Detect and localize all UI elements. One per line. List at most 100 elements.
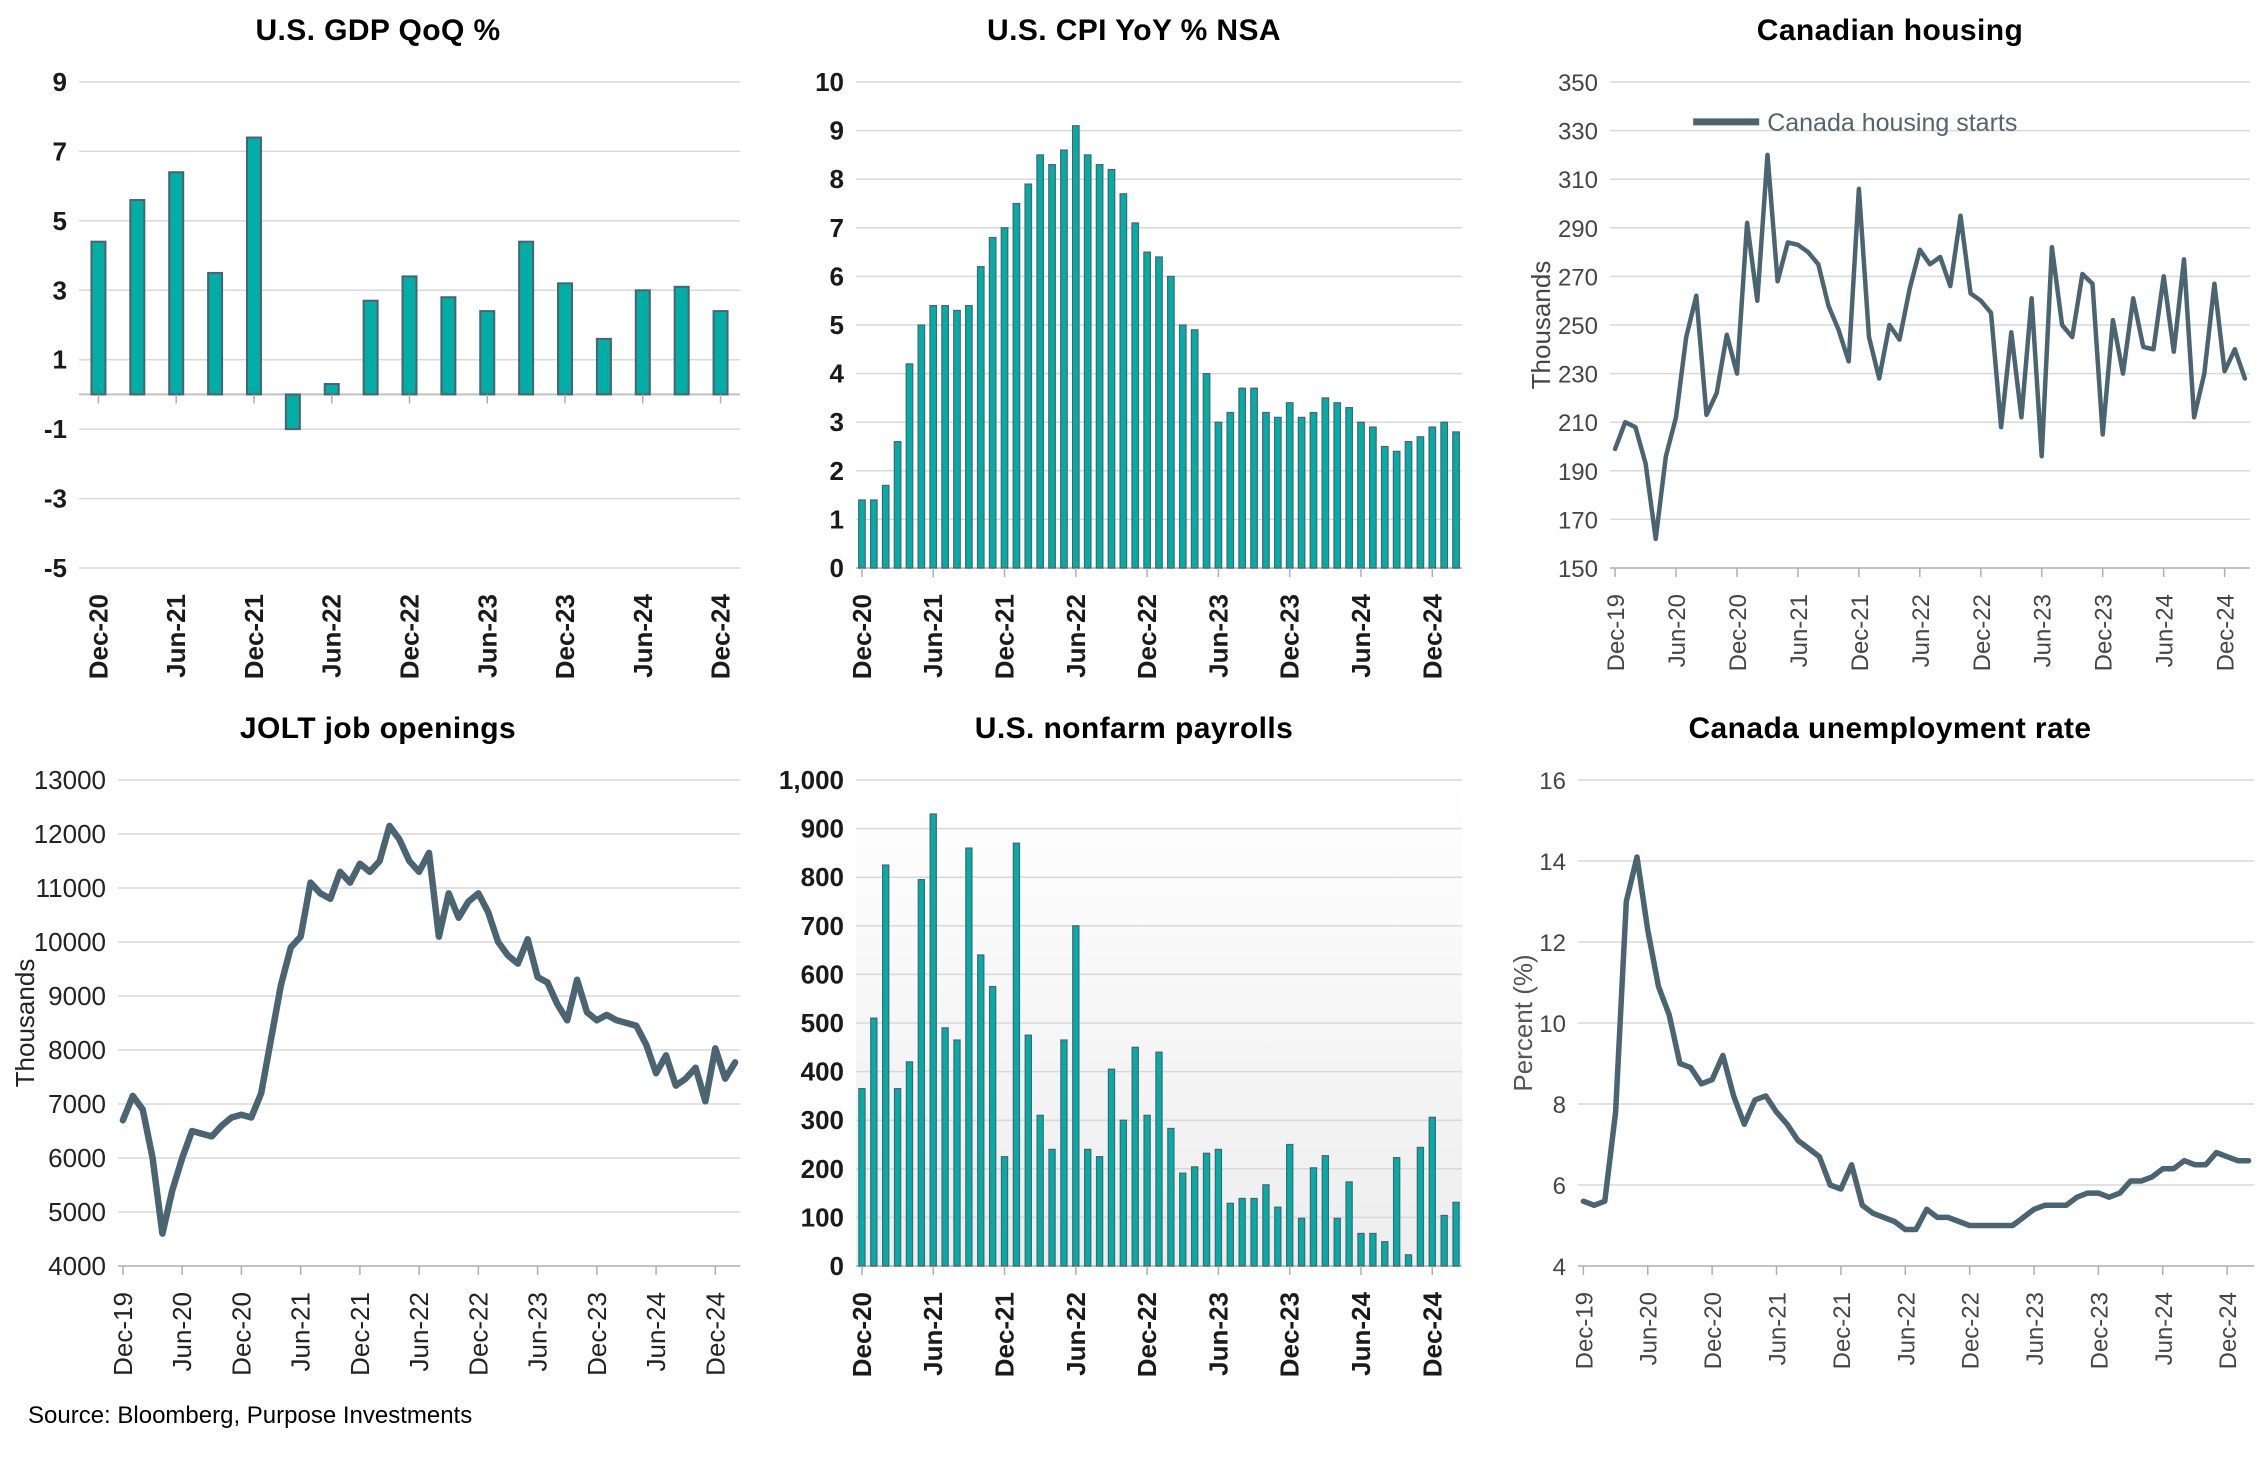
bar	[1155, 1051, 1163, 1267]
x-tick-labels: Dec-19 Jun-20 Dec-20 Jun-21 Dec-21 Jun-22 Dec-…	[1571, 1292, 2242, 1369]
bar	[1226, 411, 1235, 569]
y-tick-labels: -5 -3 -1 1 3 5 7 9	[44, 67, 67, 583]
bar	[1190, 329, 1199, 569]
bar	[1416, 436, 1425, 569]
bar	[1131, 1046, 1139, 1267]
bar	[90, 240, 107, 396]
svg-text:Dec-22: Dec-22	[1132, 1292, 1162, 1377]
svg-text:900: 900	[801, 814, 844, 844]
bar	[1048, 164, 1056, 569]
svg-text:Jun-21: Jun-21	[161, 594, 191, 678]
svg-text:5: 5	[53, 206, 67, 236]
bar	[965, 847, 973, 1267]
legend: Canada housing starts	[1693, 109, 2017, 137]
x-tick-labels: Dec-19 Jun-20 Dec-20 Jun-21 Dec-21 Jun-22 Dec-…	[1603, 594, 2240, 671]
svg-text:150: 150	[1558, 556, 1598, 583]
svg-text:10000: 10000	[34, 927, 106, 957]
bar	[905, 363, 914, 569]
y-tick-labels: 150 170 190 210 230 250 270 290 310 330 350	[1558, 70, 1598, 583]
svg-text:Dec-22: Dec-22	[463, 1292, 493, 1376]
bar	[518, 240, 535, 396]
svg-text:800: 800	[801, 862, 844, 892]
svg-text:1: 1	[53, 345, 67, 375]
bar	[1238, 1197, 1246, 1267]
svg-text:Dec-19: Dec-19	[108, 1292, 138, 1376]
chart-title-canadian-housing: Canadian housing	[1756, 14, 2024, 47]
svg-text:250: 250	[1558, 313, 1598, 340]
svg-text:Dec-24: Dec-24	[2215, 1292, 2242, 1369]
svg-text:4: 4	[1553, 1254, 1566, 1281]
bar	[929, 304, 938, 569]
svg-text:330: 330	[1558, 119, 1598, 146]
svg-text:Jun-22: Jun-22	[1908, 594, 1935, 667]
bar	[1202, 373, 1211, 569]
svg-text:10: 10	[815, 67, 844, 97]
svg-text:290: 290	[1558, 216, 1598, 243]
svg-text:Dec-23: Dec-23	[2086, 1292, 2113, 1369]
svg-text:Jun-23: Jun-23	[523, 1292, 553, 1372]
svg-text:Jun-22: Jun-22	[404, 1292, 434, 1372]
bar-series	[858, 125, 1460, 569]
svg-text:Dec-20: Dec-20	[1700, 1292, 1727, 1369]
bar	[1392, 1157, 1401, 1267]
svg-text:10: 10	[1539, 1011, 1566, 1038]
bar	[1036, 1114, 1044, 1267]
bar	[1404, 1254, 1413, 1267]
svg-text:Jun-20: Jun-20	[167, 1292, 197, 1372]
svg-text:Jun-24: Jun-24	[2152, 594, 2179, 667]
bar	[858, 1088, 866, 1267]
bar	[1226, 1202, 1234, 1267]
svg-text:Jun-22: Jun-22	[1061, 594, 1091, 678]
bar	[1190, 1166, 1199, 1267]
bar	[1333, 402, 1342, 569]
chart-panel-us-cpi: U.S. CPI YoY % NSA 0 1 2 3 4 5 6 7 8 9 10 Dec-20 Jun…	[756, 0, 1512, 698]
bar	[1214, 421, 1223, 569]
svg-text:Dec-23: Dec-23	[550, 594, 580, 679]
chart-title-us-gdp: U.S. GDP QoQ %	[255, 14, 501, 47]
svg-text:300: 300	[801, 1105, 844, 1135]
svg-text:8: 8	[1553, 1092, 1566, 1119]
bar	[1357, 1232, 1365, 1267]
svg-text:7: 7	[830, 213, 844, 243]
svg-text:Dec-22: Dec-22	[395, 594, 425, 679]
bar	[941, 304, 949, 569]
svg-text:Dec-24: Dec-24	[2213, 594, 2240, 671]
svg-text:8: 8	[830, 164, 844, 194]
svg-text:Dec-20: Dec-20	[83, 594, 113, 679]
svg-text:Jun-24: Jun-24	[628, 593, 658, 677]
svg-text:4: 4	[830, 359, 845, 389]
canadian-housing-chart: 150 170 190 210 230 250 270 290 310 330 350 Dec-19 J…	[1526, 70, 2250, 671]
bar	[988, 236, 997, 569]
svg-text:Dec-23: Dec-23	[1275, 1292, 1305, 1377]
svg-text:Jun-24: Jun-24	[1346, 1291, 1376, 1375]
bar	[1297, 416, 1306, 569]
svg-text:Jun-21: Jun-21	[918, 1292, 948, 1376]
bar	[1119, 1119, 1128, 1267]
bar	[1155, 256, 1163, 569]
svg-text:-1: -1	[44, 414, 67, 444]
svg-text:Dec-21: Dec-21	[239, 594, 269, 679]
svg-text:230: 230	[1558, 362, 1598, 389]
bar	[401, 275, 418, 396]
svg-text:Jun-20: Jun-20	[1664, 594, 1691, 667]
bar	[1345, 1181, 1353, 1267]
bar	[917, 324, 926, 569]
y-tick-labels: 4000 5000 6000 7000 8000 9000 10000 11000 12000 1…	[34, 765, 106, 1281]
bar	[168, 171, 185, 396]
svg-text:Dec-20: Dec-20	[847, 594, 877, 679]
bar	[988, 985, 997, 1267]
bar	[1297, 1217, 1306, 1267]
bar	[893, 1088, 902, 1267]
svg-text:13000: 13000	[34, 765, 106, 795]
bar	[1309, 411, 1318, 569]
bar	[1083, 154, 1092, 569]
bar	[284, 393, 301, 431]
bar	[362, 299, 379, 396]
svg-text:Jun-24: Jun-24	[641, 1292, 671, 1372]
bar	[479, 310, 496, 396]
svg-text:Jun-21: Jun-21	[286, 1292, 316, 1372]
x-tick-labels: Dec-20 Jun-21 Dec-21 Jun-22 Dec-22 Jun-23 Dec-…	[847, 593, 1447, 679]
svg-text:Dec-22: Dec-22	[1969, 594, 1996, 671]
bar	[1167, 275, 1175, 569]
